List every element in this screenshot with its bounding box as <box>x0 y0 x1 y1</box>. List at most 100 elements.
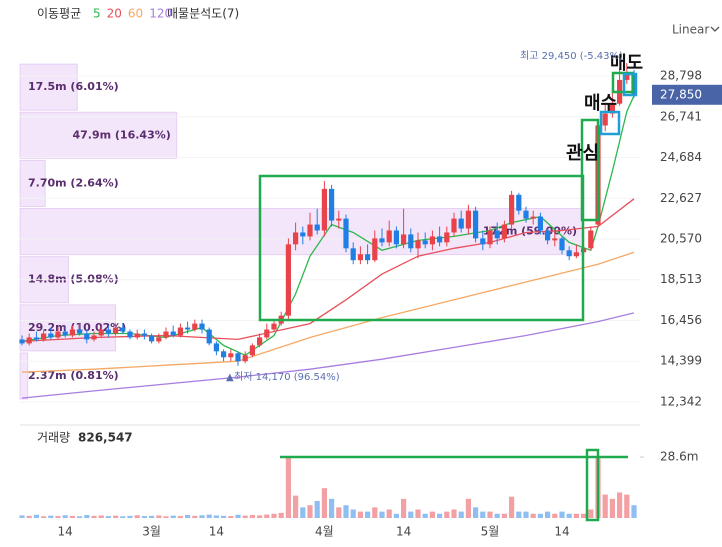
volume-bar <box>271 513 277 518</box>
volume-bar <box>422 513 428 518</box>
volume-bar <box>444 511 450 518</box>
candle-body <box>365 254 371 261</box>
candle-body <box>343 218 349 249</box>
candle-body <box>69 329 75 336</box>
volume-bar <box>372 507 378 518</box>
volume-bar <box>343 505 349 518</box>
candle-body <box>185 327 191 330</box>
y-tick-label: 16,456 <box>660 313 702 327</box>
candle-body <box>62 331 68 336</box>
volume-bar <box>48 515 54 518</box>
profile-bar <box>19 304 117 352</box>
volume-bar <box>501 513 507 518</box>
candle-body <box>98 329 104 336</box>
candle-body <box>393 230 399 245</box>
volume-bar <box>141 516 147 518</box>
candle-body <box>350 248 356 261</box>
candle-body <box>408 234 414 249</box>
volume-bar <box>624 494 630 518</box>
high-annotation: 최고 29,450 (-5.43%) <box>520 50 623 62</box>
volume-bar <box>437 513 443 518</box>
profile-bar <box>19 159 46 208</box>
candle-body <box>487 230 493 245</box>
volume-bar <box>321 488 327 518</box>
candle-body <box>321 188 327 231</box>
candle-body <box>257 337 263 346</box>
profile-bar <box>19 63 78 111</box>
last-price-label: 27,850 <box>660 87 702 101</box>
volume-bar <box>509 496 515 518</box>
box <box>599 110 621 136</box>
volume-bar <box>113 515 119 518</box>
x-tick-label: 4월 <box>315 525 334 539</box>
candle-body <box>221 351 227 358</box>
volume-profile: 17.5m (6.01%) 47.9m (16.43%) 7.70m (2.64%)… <box>19 63 584 400</box>
volume-bar <box>120 516 126 518</box>
candle-body <box>77 329 83 334</box>
volume-bar <box>62 515 68 518</box>
annotation: 매수 <box>584 93 617 114</box>
candle-body <box>199 323 205 330</box>
volume-bar <box>516 511 522 518</box>
volume-bar <box>228 516 234 518</box>
volume-bar <box>602 494 608 518</box>
candle-body <box>372 238 378 261</box>
volume-bar <box>84 515 90 518</box>
candle-body <box>458 218 464 229</box>
profile-label: 매물분석도(7) <box>167 7 239 21</box>
candle-body <box>530 216 536 219</box>
candle-body <box>480 238 486 245</box>
profile-bar <box>19 352 29 400</box>
candle-body <box>127 331 133 338</box>
volume-bar <box>156 515 162 518</box>
candle-body <box>228 353 234 358</box>
volume-bar <box>617 492 623 518</box>
dropdown-icon[interactable] <box>710 26 720 32</box>
candle-body <box>134 333 140 338</box>
candle-body <box>91 335 97 340</box>
scale-mode[interactable]: Linear <box>672 23 709 37</box>
profile-label: 47.9m (16.43%) <box>72 128 170 141</box>
volume-bar <box>487 511 493 518</box>
x-tick-label: 5월 <box>481 525 500 539</box>
volume-bar <box>473 507 479 518</box>
box <box>258 174 585 322</box>
candle-body <box>235 353 241 362</box>
volume-bar <box>329 498 335 518</box>
candle-body <box>465 210 471 229</box>
candle-body <box>566 250 572 257</box>
volume-bar <box>314 500 320 518</box>
candle-body <box>501 224 507 239</box>
volume-bar <box>465 498 471 518</box>
volume-bar <box>127 515 133 518</box>
y-tick-label: 26,741 <box>660 109 702 123</box>
candle-body <box>537 216 543 231</box>
candle-body <box>55 331 61 338</box>
ma-label: 이동평균 <box>37 7 81 21</box>
volume-bar <box>163 516 169 518</box>
volume-bar <box>357 511 363 518</box>
candle-body <box>264 329 270 338</box>
volume-bar <box>264 514 270 518</box>
candle-body <box>48 333 54 338</box>
annotation: 관심 <box>566 143 599 164</box>
candle-body <box>113 327 119 334</box>
legend-entry: 60 <box>128 7 143 21</box>
candle-body <box>33 337 39 340</box>
last-price-box <box>652 84 722 105</box>
volume-bar <box>336 507 342 518</box>
candle-body <box>602 113 608 126</box>
annotation-boxes <box>258 71 638 522</box>
candle-body <box>213 343 219 352</box>
y-tick-label: 18,513 <box>660 272 702 286</box>
box <box>580 118 600 222</box>
x-tick-label: 14 <box>554 525 569 539</box>
candle-body <box>170 331 176 336</box>
candle-body <box>357 254 363 261</box>
volume-bar <box>537 513 543 518</box>
volume-bar <box>458 511 464 518</box>
volume-bar <box>480 511 486 518</box>
candle-body <box>523 210 529 219</box>
candle-body <box>329 188 335 221</box>
